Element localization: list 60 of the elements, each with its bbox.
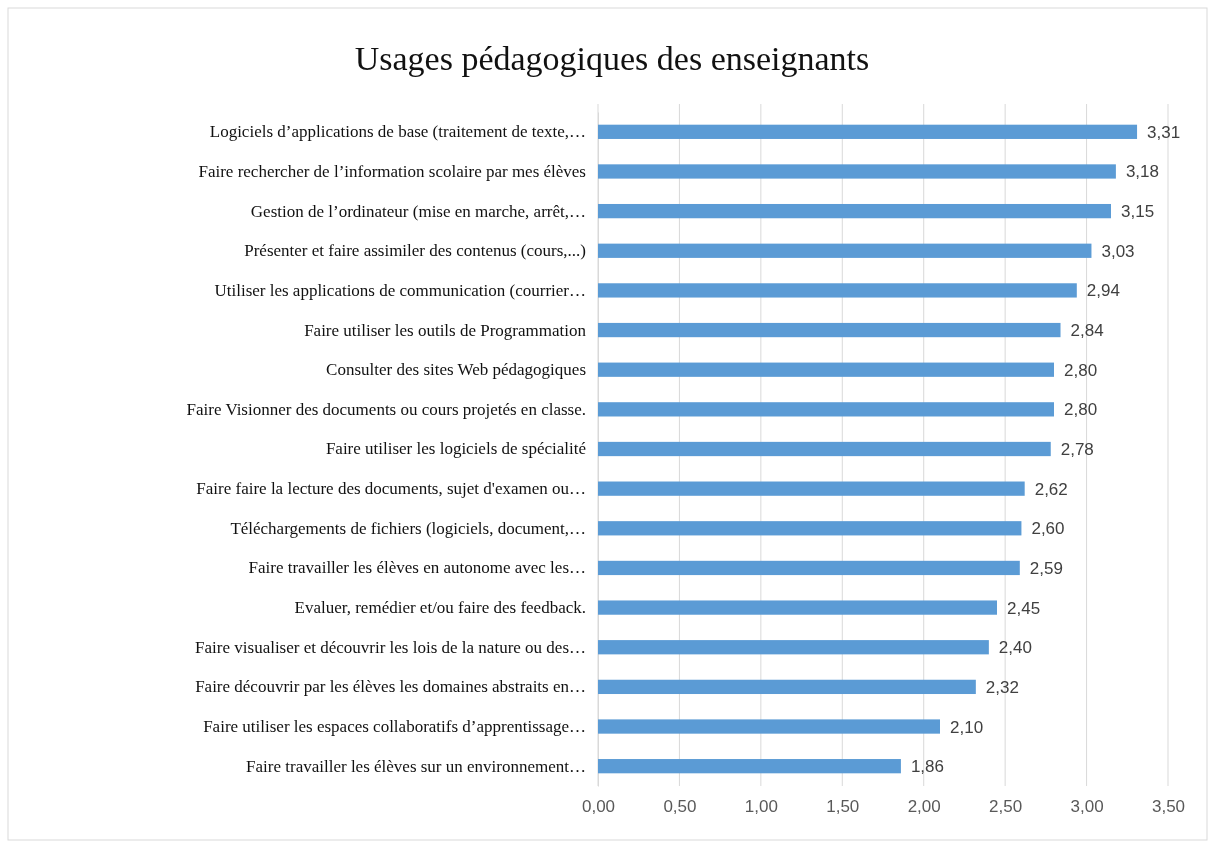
data-label: 2,45	[1007, 598, 1041, 618]
y-tick-label: Faire visualiser et découvrir les lois de la nature ou des…	[195, 637, 586, 657]
y-tick-label: Présenter et faire assimiler des contenus (cours,...)	[244, 241, 586, 261]
y-tick-label: Logiciels d’applications de base (traitement de texte,…	[209, 122, 586, 142]
bar	[598, 283, 1077, 298]
data-label: 3,15	[1121, 202, 1155, 222]
bar	[598, 679, 976, 695]
y-tick-label: Téléchargements de fichiers (logiciels, document,…	[230, 518, 586, 538]
data-label: 2,60	[1031, 519, 1065, 539]
data-label: 2,59	[1029, 558, 1063, 578]
x-tick-label: 3,50	[1151, 797, 1186, 817]
bar	[598, 640, 989, 655]
bar	[598, 124, 1138, 139]
y-tick-label: Faire rechercher de l’information scolaire par mes élèves	[198, 161, 586, 181]
chart-title: Usages pédagogiques des enseignants	[354, 40, 870, 77]
data-label: 2,32	[985, 677, 1019, 697]
data-label: 1,86	[910, 757, 945, 777]
bar	[598, 402, 1054, 417]
y-tick-label: Faire travailler les élèves en autonome avec les…	[248, 558, 586, 578]
y-tick-label: Faire utiliser les outils de Programmation	[304, 320, 587, 340]
bar	[598, 322, 1061, 338]
data-label: 2,80	[1064, 400, 1098, 420]
y-tick-label: Faire Visionner des documents ou cours projetés en classe.	[186, 399, 586, 419]
bar	[598, 600, 997, 615]
y-tick-label: Consulter des sites Web pédagogiques	[326, 360, 586, 380]
bar	[598, 560, 1020, 576]
bar	[598, 481, 1025, 496]
data-label: 2,94	[1086, 281, 1120, 301]
bar	[598, 441, 1051, 457]
bar	[598, 164, 1116, 179]
bar	[598, 521, 1022, 536]
data-label: 3,03	[1101, 241, 1135, 261]
data-label: 2,84	[1070, 321, 1104, 341]
x-tick-label: 1,00	[744, 797, 778, 817]
data-label: 3,18	[1125, 162, 1159, 182]
y-tick-label: Faire utiliser les espaces collaboratifs d’apprentissage…	[203, 716, 586, 736]
y-tick-label: Faire utiliser les logiciels de spécialité	[325, 439, 586, 459]
bar	[598, 362, 1054, 377]
x-tick-label: 0,50	[663, 797, 697, 817]
bar	[598, 203, 1111, 219]
y-tick-label: Faire travailler les élèves sur un environnement…	[246, 756, 586, 776]
x-tick-label: 1,50	[826, 797, 860, 817]
y-tick-label: Utiliser les applications de communication (courrier…	[214, 280, 586, 300]
data-label: 2,10	[950, 717, 984, 737]
y-tick-label: Faire découvrir par les élèves les domaines abstraits en…	[195, 677, 586, 697]
x-tick-label: 3,00	[1070, 797, 1104, 817]
data-label: 3,31	[1147, 122, 1181, 142]
data-label: 2,78	[1060, 440, 1094, 459]
y-tick-label: Gestion de l’ordinateur (mise en marche, arrêt,…	[250, 201, 586, 221]
bar	[598, 759, 901, 774]
data-label: 2,62	[1034, 479, 1068, 499]
bar	[598, 719, 940, 734]
y-tick-label: Faire faire la lecture des documents, sujet d'examen ou…	[196, 479, 586, 499]
x-tick-label: 2,50	[989, 797, 1023, 817]
data-label: 2,80	[1064, 360, 1098, 380]
bar	[598, 243, 1092, 258]
x-tick-label: 2,00	[907, 797, 941, 817]
y-tick-label: Evaluer, remédier et/ou faire des feedback.	[294, 598, 586, 618]
x-tick-label: 0,00	[581, 797, 616, 817]
data-label: 2,40	[998, 638, 1032, 658]
